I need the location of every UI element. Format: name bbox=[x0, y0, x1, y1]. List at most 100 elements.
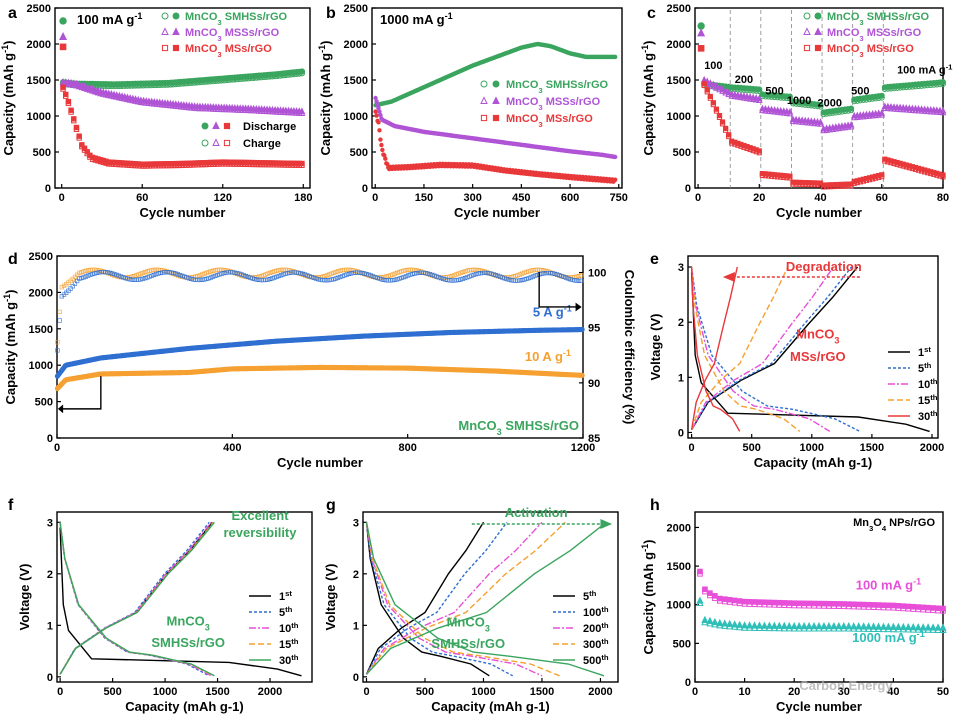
data-point bbox=[726, 132, 732, 138]
data-point bbox=[806, 600, 812, 607]
ce-point bbox=[349, 271, 354, 276]
panel-f: 0 500 1000 1500 2000 0 1 2 3 Capacity (mAh g-1) Vo… bbox=[8, 497, 313, 714]
data-point bbox=[223, 122, 231, 130]
ce-point bbox=[193, 274, 198, 279]
data-point bbox=[826, 600, 832, 607]
data-point bbox=[855, 601, 862, 608]
ce-point bbox=[414, 268, 419, 273]
ce-point bbox=[364, 271, 369, 277]
x-tick-label: 500 bbox=[416, 686, 434, 698]
y-tick-label: 0 bbox=[685, 183, 691, 195]
arrow-left bbox=[61, 376, 102, 410]
ce-point bbox=[167, 270, 172, 275]
charge-curve bbox=[365, 521, 508, 675]
y-tick-label: 3 bbox=[353, 517, 359, 529]
ce-point bbox=[513, 273, 518, 279]
y2-tick-label: 100 bbox=[588, 268, 606, 280]
data-point bbox=[803, 27, 811, 35]
ce-point bbox=[403, 268, 409, 273]
ce-point bbox=[552, 271, 558, 276]
x-axis-label: Cycle number bbox=[776, 699, 862, 714]
ce-point bbox=[226, 270, 231, 275]
ce-point bbox=[235, 271, 240, 276]
y-tick-label: 1 bbox=[47, 620, 53, 632]
data-point bbox=[721, 596, 728, 602]
ce-point bbox=[101, 269, 106, 275]
data-point bbox=[376, 120, 381, 125]
data-point bbox=[756, 148, 762, 154]
x-tick-label: 60 bbox=[136, 192, 148, 204]
data-point bbox=[860, 622, 868, 630]
data-point bbox=[172, 44, 180, 52]
ce-point bbox=[160, 270, 165, 275]
data-point bbox=[786, 600, 793, 606]
ce-point bbox=[110, 271, 115, 276]
ce-point bbox=[408, 267, 413, 272]
data-point bbox=[825, 621, 833, 630]
ce-point bbox=[555, 272, 560, 277]
ce-point bbox=[259, 277, 264, 283]
ce-point bbox=[559, 273, 564, 279]
ce-point bbox=[305, 273, 310, 278]
data-point bbox=[719, 85, 726, 93]
data-point bbox=[755, 94, 763, 102]
ce-point bbox=[565, 276, 571, 281]
ce-point bbox=[213, 273, 218, 279]
ce-point bbox=[274, 274, 279, 279]
data-point bbox=[865, 601, 872, 608]
ce-point bbox=[265, 271, 270, 276]
legend-label: MnCO3 MSs/rGO bbox=[827, 43, 914, 59]
ce-point bbox=[206, 276, 211, 281]
data-point bbox=[771, 599, 778, 606]
ce-point bbox=[156, 271, 161, 276]
ce-point bbox=[147, 274, 152, 279]
y-axis-label: Capacity (mAh g-1) bbox=[317, 40, 333, 155]
y-axis-label: Capacity (mAh g-1) bbox=[2, 289, 18, 404]
ce-point bbox=[340, 274, 345, 279]
ce-point bbox=[441, 276, 446, 281]
charge-curve bbox=[365, 521, 566, 675]
legend-label: 200th bbox=[583, 621, 609, 636]
rate-label: 2000 bbox=[817, 98, 841, 110]
data-point bbox=[925, 604, 931, 611]
ce-point bbox=[153, 267, 159, 272]
ce-point bbox=[153, 272, 159, 277]
data-point bbox=[731, 597, 738, 604]
data-point bbox=[919, 623, 927, 631]
ce-point bbox=[401, 268, 406, 273]
ce-point bbox=[452, 273, 457, 278]
charge-curve bbox=[59, 521, 213, 675]
y-tick-label: 2000 bbox=[667, 522, 691, 534]
data-point bbox=[878, 92, 885, 99]
ce-point bbox=[178, 272, 183, 278]
ce-point bbox=[88, 267, 93, 273]
ce-point bbox=[568, 277, 573, 282]
data-point bbox=[899, 622, 907, 631]
ce-point bbox=[517, 272, 522, 277]
ce-point bbox=[129, 274, 135, 279]
data-point bbox=[201, 139, 209, 147]
ce-point bbox=[425, 271, 430, 276]
ce-point bbox=[121, 275, 126, 280]
legend-label: 100th bbox=[583, 605, 609, 620]
ce-point bbox=[173, 271, 178, 276]
x-tick-label: 0 bbox=[372, 192, 378, 204]
data-point bbox=[760, 621, 769, 629]
ce-point bbox=[338, 274, 343, 280]
data-point bbox=[741, 598, 748, 605]
ce-point bbox=[401, 275, 406, 280]
ce-point bbox=[281, 267, 286, 272]
data-point bbox=[68, 107, 74, 113]
y-tick-label: 500 bbox=[35, 397, 53, 409]
ce-point bbox=[296, 270, 301, 275]
x-axis-label: Capacity (mAh g-1) bbox=[125, 699, 243, 714]
ce-point bbox=[458, 270, 463, 275]
charge-curve bbox=[690, 266, 738, 430]
ce-point bbox=[116, 273, 121, 278]
data-point bbox=[929, 623, 937, 631]
ce-point bbox=[373, 275, 378, 280]
ce-point bbox=[246, 274, 251, 279]
data-point bbox=[750, 621, 759, 629]
series-label-10A: 10 A g-1 bbox=[525, 348, 571, 364]
x-tick-label: 1500 bbox=[205, 686, 229, 698]
